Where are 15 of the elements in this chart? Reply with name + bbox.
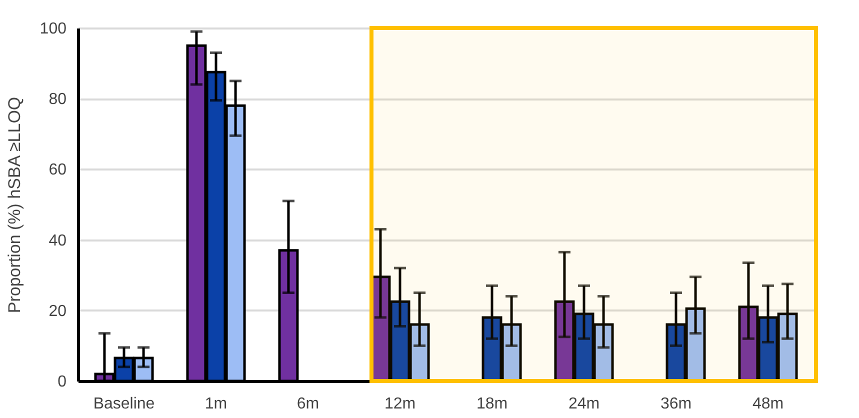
y-tick-label: 80 — [48, 91, 67, 108]
y-tick-label: 0 — [58, 374, 67, 390]
y-axis-title: Proportion (%) hSBA ≥LLOQ — [4, 96, 24, 314]
x-tick-label: 1m — [204, 396, 228, 412]
x-tick-label: 36m — [660, 396, 692, 412]
y-tick-label: 60 — [48, 162, 67, 179]
y-tick-label: 20 — [48, 302, 67, 320]
y-tick-label: 40 — [48, 232, 67, 250]
x-tick-label: Baseline — [93, 396, 155, 412]
x-tick-label: 12m — [384, 396, 416, 412]
x-tick-label: 48m — [752, 396, 784, 412]
x-tick-label: 6m — [296, 396, 320, 412]
x-tick-label: 18m — [476, 396, 508, 412]
x-tick-label: 24m — [568, 396, 600, 412]
y-tick-label: 100 — [40, 20, 67, 38]
